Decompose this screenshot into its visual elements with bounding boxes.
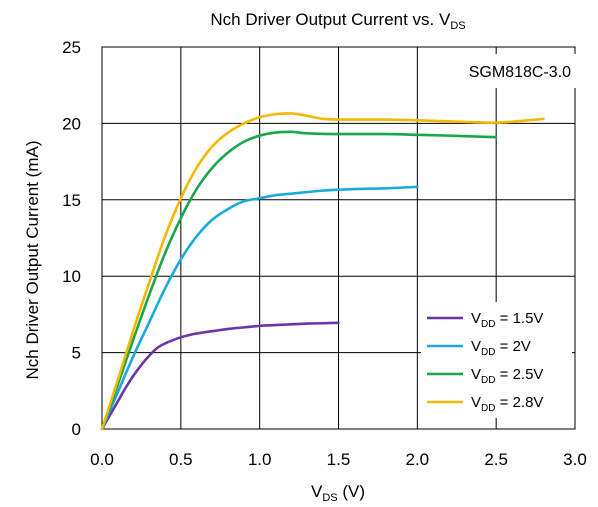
- legend-label-suffix: = 2.5V: [495, 366, 543, 383]
- legend-label-prefix: V: [471, 394, 481, 411]
- chart-title-main: Nch Driver Output Current vs. V: [210, 10, 451, 29]
- legend-label-1: VDD = 2V: [471, 338, 531, 358]
- legend-label-sub: DD: [481, 375, 495, 386]
- x-tick-label: 2.5: [484, 450, 508, 469]
- legend-label-3: VDD = 2.8V: [471, 394, 543, 414]
- x-axis-ticks: 0.0 0.5 1.0 1.5 2.0 2.5 3.0: [90, 450, 587, 469]
- x-axis-label-main: V: [311, 482, 323, 501]
- chart-title-sub: DS: [450, 20, 465, 32]
- annotation-box-bg: [418, 54, 576, 88]
- series-line-3: [100, 112, 545, 431]
- y-tick-label: 20: [62, 114, 81, 133]
- annotation-text: SGM818C-3.0: [469, 64, 571, 81]
- x-tick-label: 0.0: [90, 450, 114, 469]
- legend-label-2: VDD = 2.5V: [471, 366, 543, 386]
- legend-label-suffix: = 2.8V: [495, 394, 543, 411]
- x-tick-label: 3.0: [563, 450, 587, 469]
- legend-label-suffix: = 2V: [495, 338, 530, 355]
- legend-background: [421, 302, 572, 418]
- legend-label-prefix: V: [471, 366, 481, 383]
- x-tick-label: 1.0: [248, 450, 272, 469]
- annotation-box: SGM818C-3.0: [418, 54, 576, 88]
- series-line-1: [100, 185, 419, 431]
- x-axis-label-sub: DS: [322, 492, 337, 504]
- x-tick-label: 2.0: [406, 450, 430, 469]
- series-line-0: [100, 321, 340, 431]
- plot-border: [101, 46, 576, 430]
- legend-label-sub: DD: [481, 403, 495, 414]
- y-tick-label: 10: [62, 267, 81, 286]
- legend-label-prefix: V: [471, 338, 481, 355]
- y-axis-label: Nch Driver Output Current (mA): [23, 141, 42, 380]
- y-tick-label: 15: [62, 191, 81, 210]
- legend-label-sub: DD: [481, 347, 495, 358]
- x-axis-label-unit: (V): [338, 482, 365, 501]
- y-tick-label: 0: [72, 420, 81, 439]
- x-tick-label: 1.5: [327, 450, 351, 469]
- y-tick-label: 5: [72, 344, 81, 363]
- legend-label-suffix: = 1.5V: [495, 310, 543, 327]
- series-line-2: [100, 130, 498, 431]
- x-tick-label: 0.5: [169, 450, 193, 469]
- plot-frame: [101, 46, 576, 430]
- x-axis-label: VDS (V): [311, 482, 365, 504]
- y-axis-ticks: 0 5 10 15 20 25: [62, 38, 81, 439]
- chart-title: Nch Driver Output Current vs. VDS: [210, 10, 465, 32]
- legend-label-sub: DD: [481, 319, 495, 330]
- legend-label-0: VDD = 1.5V: [471, 310, 543, 330]
- y-tick-label: 25: [62, 38, 81, 57]
- legend-label-prefix: V: [471, 310, 481, 327]
- series-lines: [100, 112, 545, 431]
